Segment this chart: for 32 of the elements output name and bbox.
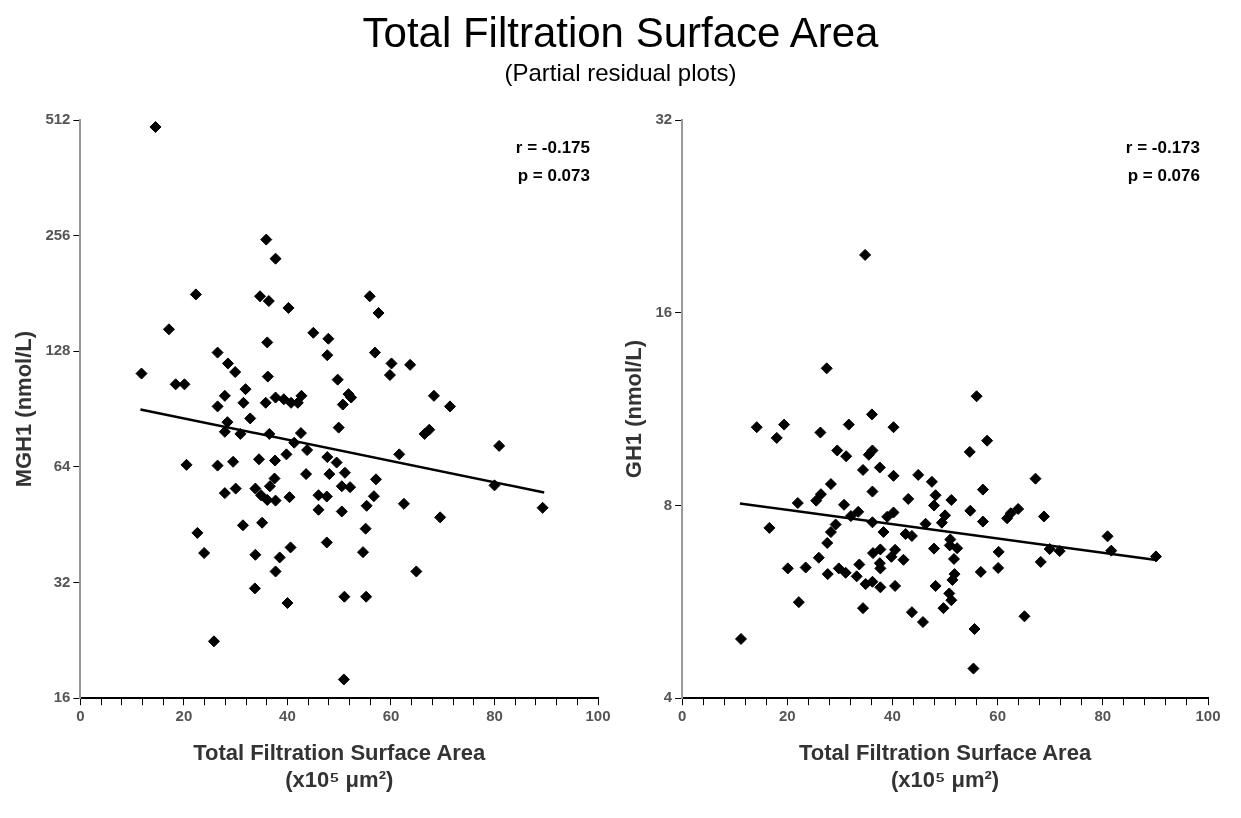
y-axis-title: MGH1 (nmol/L) [11, 330, 37, 488]
x-tick-label: 60 [382, 707, 400, 725]
x-tick-label: 80 [1094, 707, 1112, 725]
y-tick-label: 512 [45, 110, 71, 128]
y-tick-label: 4 [663, 688, 673, 706]
y-tick-label: 8 [663, 495, 673, 513]
x-tick-label: 100 [1195, 707, 1221, 725]
y-tick-label: 256 [45, 225, 71, 243]
x-tick-label: 40 [279, 707, 296, 725]
y-tick-label: 32 [53, 572, 71, 590]
x-tick-label: 80 [486, 707, 503, 725]
x-tick-label: 0 [76, 707, 85, 725]
x-tick-label: 20 [175, 707, 193, 725]
chart-title: Total Filtration Surface Area [361, 8, 880, 58]
y-tick-label: 32 [655, 110, 673, 128]
x-tick-label: 100 [585, 707, 611, 725]
annotation: r = -0.175 [515, 137, 590, 157]
x-axis-title: Total Filtration Surface Area (x10⁵ μm²) [798, 740, 1092, 792]
annotation: p = 0.076 [1127, 165, 1200, 185]
x-tick-label: 20 [778, 707, 796, 725]
y-tick-label: 128 [45, 341, 71, 359]
y-tick-label: 16 [53, 688, 71, 706]
annotation: p = 0.073 [517, 165, 590, 185]
x-tick-label: 0 [677, 707, 687, 725]
x-tick-label: 60 [989, 707, 1006, 725]
annotation: r = -0.173 [1125, 137, 1200, 157]
x-axis-title: Total Filtration Surface Area (x10⁵ μm²) [193, 740, 487, 792]
x-tick-label: 40 [884, 707, 901, 725]
chart-subtitle: (Partial residual plots) [503, 58, 738, 88]
y-tick-label: 64 [53, 457, 72, 475]
y-tick-label: 16 [655, 302, 673, 320]
y-axis-title: GH1 (nmol/L) [621, 340, 647, 479]
